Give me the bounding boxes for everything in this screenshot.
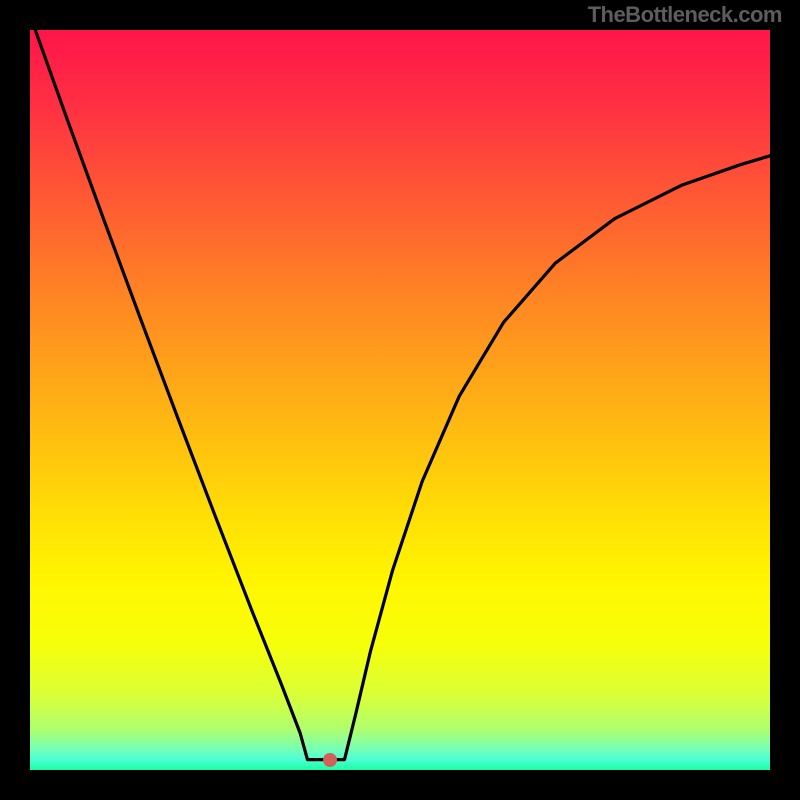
plot-area: [30, 30, 770, 770]
bottleneck-curve: [30, 30, 770, 770]
curve-path: [30, 30, 770, 760]
watermark-text: TheBottleneck.com: [588, 2, 782, 28]
optimal-point-marker: [323, 753, 337, 767]
